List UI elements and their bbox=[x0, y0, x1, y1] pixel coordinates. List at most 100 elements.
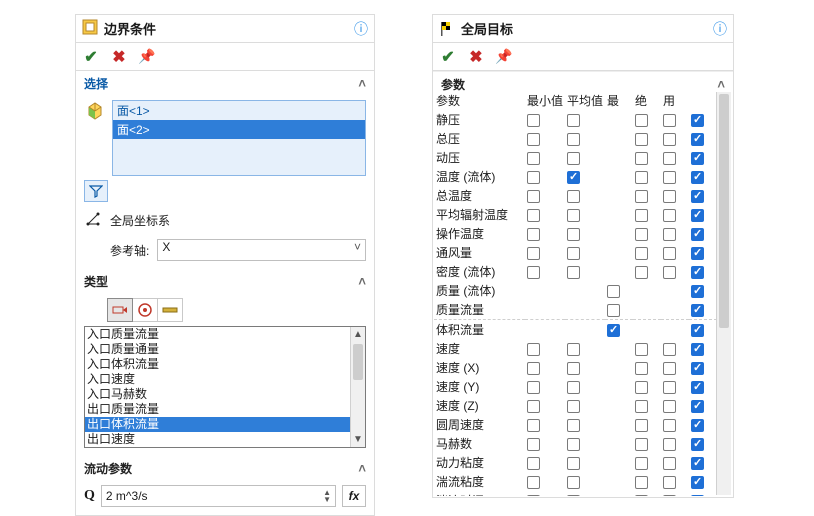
checkbox[interactable] bbox=[635, 400, 648, 413]
checkbox[interactable] bbox=[527, 209, 540, 222]
checkbox[interactable] bbox=[527, 133, 540, 146]
checkbox[interactable] bbox=[663, 400, 676, 413]
checkbox[interactable] bbox=[663, 381, 676, 394]
checkbox[interactable] bbox=[567, 247, 580, 260]
checkbox[interactable] bbox=[635, 381, 648, 394]
scroll-thumb[interactable] bbox=[353, 344, 363, 380]
checkbox[interactable] bbox=[691, 495, 704, 496]
collapse-icon[interactable]: ˄ bbox=[358, 76, 366, 91]
checkbox[interactable] bbox=[663, 343, 676, 356]
checkbox[interactable] bbox=[691, 247, 704, 260]
params-table[interactable]: 参数最小值平均值最绝用 静压总压动压温度 (流体)总温度平均辐射温度操作温度通风… bbox=[434, 91, 717, 496]
checkbox[interactable] bbox=[691, 152, 704, 165]
checkbox[interactable] bbox=[691, 476, 704, 489]
checkbox[interactable] bbox=[527, 266, 540, 279]
checkbox[interactable] bbox=[635, 209, 648, 222]
checkbox[interactable] bbox=[691, 324, 704, 337]
type-list-item[interactable]: 入口质量流量 bbox=[85, 327, 365, 342]
collapse-icon[interactable]: ˄ bbox=[358, 461, 366, 476]
checkbox[interactable] bbox=[635, 228, 648, 241]
checkbox[interactable] bbox=[567, 400, 580, 413]
checkbox[interactable] bbox=[567, 457, 580, 470]
checkbox[interactable] bbox=[635, 457, 648, 470]
checkbox[interactable] bbox=[663, 190, 676, 203]
checkbox[interactable] bbox=[635, 362, 648, 375]
checkbox[interactable] bbox=[527, 495, 540, 496]
checkbox[interactable] bbox=[691, 171, 704, 184]
selection-list[interactable]: 面<1>面<2> bbox=[112, 100, 366, 176]
cancel-button[interactable]: ✖ bbox=[110, 48, 128, 66]
scroll-down-icon[interactable]: ▼ bbox=[351, 432, 365, 447]
selection-item[interactable]: 面<2> bbox=[113, 120, 365, 139]
checkbox[interactable] bbox=[567, 381, 580, 394]
checkbox[interactable] bbox=[567, 133, 580, 146]
type-list-item[interactable]: 入口速度 bbox=[85, 372, 365, 387]
checkbox[interactable] bbox=[691, 266, 704, 279]
params-scrollbar[interactable] bbox=[716, 92, 731, 495]
checkbox[interactable] bbox=[567, 362, 580, 375]
type-list-item[interactable]: 入口马赫数 bbox=[85, 387, 365, 402]
checkbox[interactable] bbox=[567, 228, 580, 241]
checkbox[interactable] bbox=[635, 152, 648, 165]
scroll-track[interactable] bbox=[351, 342, 365, 432]
checkbox[interactable] bbox=[567, 190, 580, 203]
spinner-icon[interactable]: ▲▼ bbox=[323, 489, 331, 503]
checkbox[interactable] bbox=[663, 495, 676, 496]
checkbox[interactable] bbox=[635, 247, 648, 260]
checkbox[interactable] bbox=[527, 114, 540, 127]
checkbox[interactable] bbox=[663, 114, 676, 127]
checkbox[interactable] bbox=[691, 381, 704, 394]
type-icon-flow-in[interactable] bbox=[107, 298, 133, 322]
scroll-up-icon[interactable]: ▲ bbox=[351, 327, 365, 342]
collapse-icon[interactable]: ˄ bbox=[717, 77, 725, 92]
checkbox[interactable] bbox=[567, 419, 580, 432]
checkbox[interactable] bbox=[663, 457, 676, 470]
checkbox[interactable] bbox=[691, 438, 704, 451]
checkbox[interactable] bbox=[691, 228, 704, 241]
fx-button[interactable]: fx bbox=[342, 485, 366, 507]
checkbox[interactable] bbox=[635, 114, 648, 127]
pin-button[interactable]: 📌 bbox=[138, 48, 156, 66]
checkbox[interactable] bbox=[567, 171, 580, 184]
section-header-type[interactable]: 类型 ˄ bbox=[76, 269, 374, 294]
checkbox[interactable] bbox=[527, 362, 540, 375]
checkbox[interactable] bbox=[663, 247, 676, 260]
checkbox[interactable] bbox=[527, 438, 540, 451]
type-list-item[interactable]: 入口体积流量 bbox=[85, 357, 365, 372]
checkbox[interactable] bbox=[691, 209, 704, 222]
checkbox[interactable] bbox=[567, 114, 580, 127]
checkbox[interactable] bbox=[663, 171, 676, 184]
checkbox[interactable] bbox=[527, 247, 540, 260]
checkbox[interactable] bbox=[567, 476, 580, 489]
checkbox[interactable] bbox=[663, 266, 676, 279]
checkbox[interactable] bbox=[691, 190, 704, 203]
checkbox[interactable] bbox=[567, 152, 580, 165]
checkbox[interactable] bbox=[567, 209, 580, 222]
type-list-item[interactable]: 出口体积流量 bbox=[85, 417, 365, 432]
checkbox[interactable] bbox=[527, 419, 540, 432]
checkbox[interactable] bbox=[691, 114, 704, 127]
ref-axis-select[interactable]: X ˅ bbox=[157, 239, 366, 261]
checkbox[interactable] bbox=[663, 133, 676, 146]
checkbox[interactable] bbox=[663, 362, 676, 375]
ok-button[interactable]: ✔ bbox=[439, 48, 457, 66]
help-icon[interactable]: ⓘ bbox=[354, 19, 368, 39]
checkbox[interactable] bbox=[567, 343, 580, 356]
ok-button[interactable]: ✔ bbox=[82, 48, 100, 66]
checkbox[interactable] bbox=[691, 304, 704, 317]
checkbox[interactable] bbox=[663, 228, 676, 241]
checkbox[interactable] bbox=[635, 438, 648, 451]
checkbox[interactable] bbox=[635, 266, 648, 279]
checkbox[interactable] bbox=[691, 343, 704, 356]
section-header-flowparams[interactable]: 流动参数 ˄ bbox=[76, 456, 374, 481]
checkbox[interactable] bbox=[527, 171, 540, 184]
cancel-button[interactable]: ✖ bbox=[467, 48, 485, 66]
checkbox[interactable] bbox=[635, 419, 648, 432]
pin-button[interactable]: 📌 bbox=[495, 48, 513, 66]
checkbox[interactable] bbox=[691, 285, 704, 298]
checkbox[interactable] bbox=[635, 171, 648, 184]
checkbox[interactable] bbox=[635, 476, 648, 489]
checkbox[interactable] bbox=[663, 209, 676, 222]
checkbox[interactable] bbox=[527, 228, 540, 241]
checkbox[interactable] bbox=[607, 304, 620, 317]
